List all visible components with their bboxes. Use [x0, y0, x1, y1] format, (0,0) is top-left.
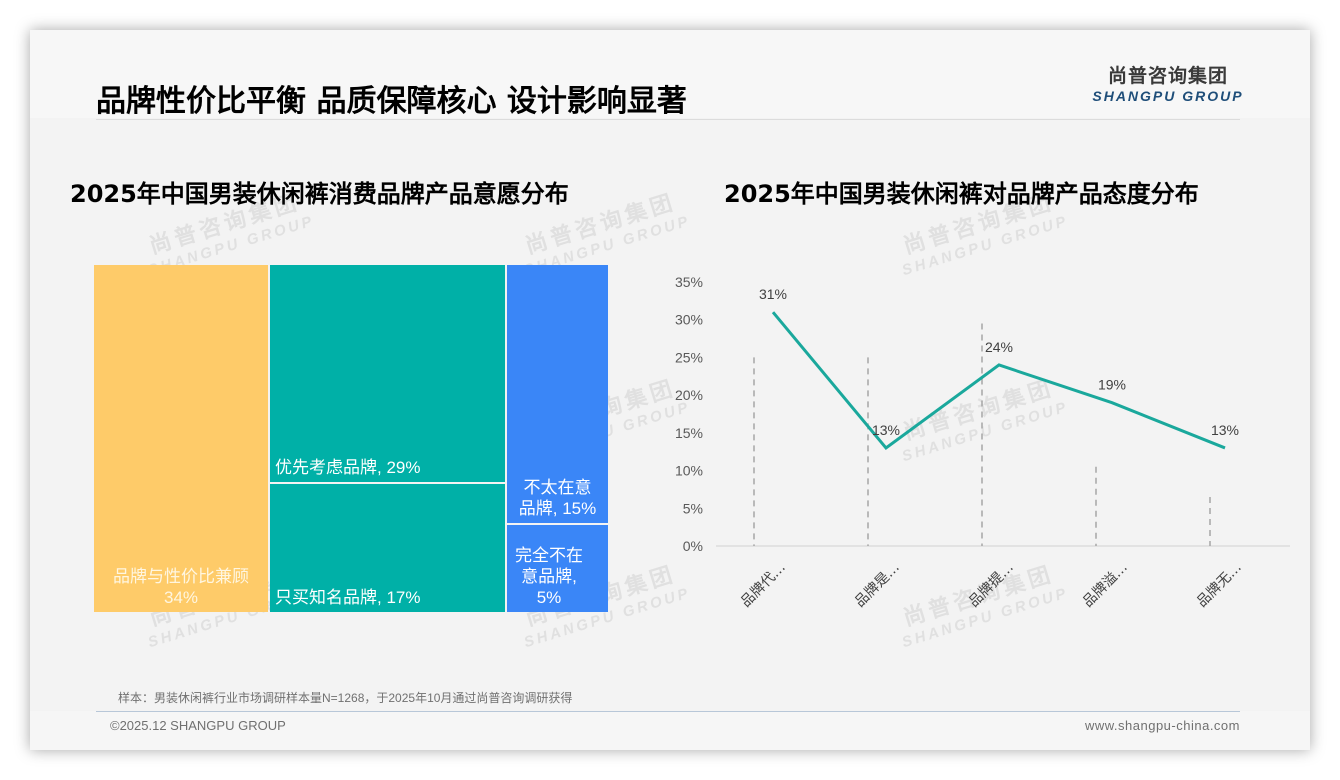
- data-label: 31%: [759, 286, 787, 302]
- treemap-tile-not-care-much: 不太在意 品牌, 15%: [507, 265, 608, 523]
- x-tick-label: 品牌提…: [965, 559, 1017, 611]
- page-title: 品牌性价比平衡 品质保障核心 设计影响显著: [96, 84, 687, 119]
- x-tick-label: 品牌无…: [1193, 559, 1245, 611]
- y-tick-label: 30%: [675, 312, 703, 328]
- treemap-tile-not-care-at-all: 完全不在 意品牌, 5%: [507, 525, 608, 612]
- treemap-tile-only-famous-brand: 只买知名品牌, 17%: [270, 484, 505, 612]
- y-tick-label: 15%: [675, 425, 703, 441]
- slide: 品牌性价比平衡 品质保障核心 设计影响显著 尚普咨询集团 SHANGPU GRO…: [30, 30, 1310, 750]
- x-tick-label: 品牌代…: [737, 559, 789, 611]
- header-divider: [96, 119, 1240, 120]
- line-chart: 0% 5% 10% 15% 20% 25% 30% 35% 31% 13% 24% 19% 13% 品…: [675, 274, 1290, 611]
- copyright: ©2025.12 SHANGPU GROUP: [110, 718, 286, 733]
- footer-divider: [96, 711, 1240, 712]
- y-tick-label: 0%: [683, 538, 703, 554]
- y-axis-ticks: 0% 5% 10% 15% 20% 25% 30% 35%: [675, 274, 703, 554]
- data-labels: 31% 13% 24% 19% 13%: [759, 286, 1239, 438]
- y-tick-label: 25%: [675, 349, 703, 365]
- left-chart-title: 2025年中国男装休闲裤消费品牌产品意愿分布: [70, 180, 569, 208]
- x-tick-label: 品牌溢…: [1079, 559, 1131, 611]
- footer-band: [30, 711, 1310, 750]
- logo-chinese: 尚普咨询集团: [1107, 65, 1228, 87]
- x-tick-label: 品牌是…: [851, 559, 903, 611]
- website-url: www.shangpu-china.com: [1084, 718, 1240, 733]
- y-tick-label: 5%: [683, 500, 703, 516]
- data-label: 24%: [985, 339, 1013, 355]
- data-label: 13%: [872, 422, 900, 438]
- series-line: [771, 311, 1226, 450]
- sample-footnote: 样本：男装休闲裤行业市场调研样本量N=1268，于2025年10月通过尚普咨询调…: [118, 691, 573, 705]
- data-label: 19%: [1098, 377, 1126, 393]
- drop-lines: [753, 323, 1211, 546]
- logo-english: SHANGPU GROUP: [1092, 88, 1244, 104]
- company-logo: 尚普咨询集团 SHANGPU GROUP: [1088, 64, 1248, 104]
- header-band: [30, 30, 1310, 118]
- right-chart-title: 2025年中国男装休闲裤对品牌产品态度分布: [724, 180, 1199, 208]
- y-tick-label: 20%: [675, 387, 703, 403]
- treemap-tile-brand-value-balance: 品牌与性价比兼顾 34%: [94, 265, 268, 612]
- y-tick-label: 10%: [675, 463, 703, 479]
- x-axis-labels: 品牌代… 品牌是… 品牌提… 品牌溢… 品牌无…: [737, 559, 1245, 611]
- treemap-chart: 品牌与性价比兼顾 34% 优先考虑品牌, 29% 只买知名品牌, 17% 不太在…: [94, 265, 608, 612]
- data-label: 13%: [1211, 422, 1239, 438]
- treemap-tile-prefer-brand: 优先考虑品牌, 29%: [270, 265, 505, 482]
- y-tick-label: 35%: [675, 274, 703, 290]
